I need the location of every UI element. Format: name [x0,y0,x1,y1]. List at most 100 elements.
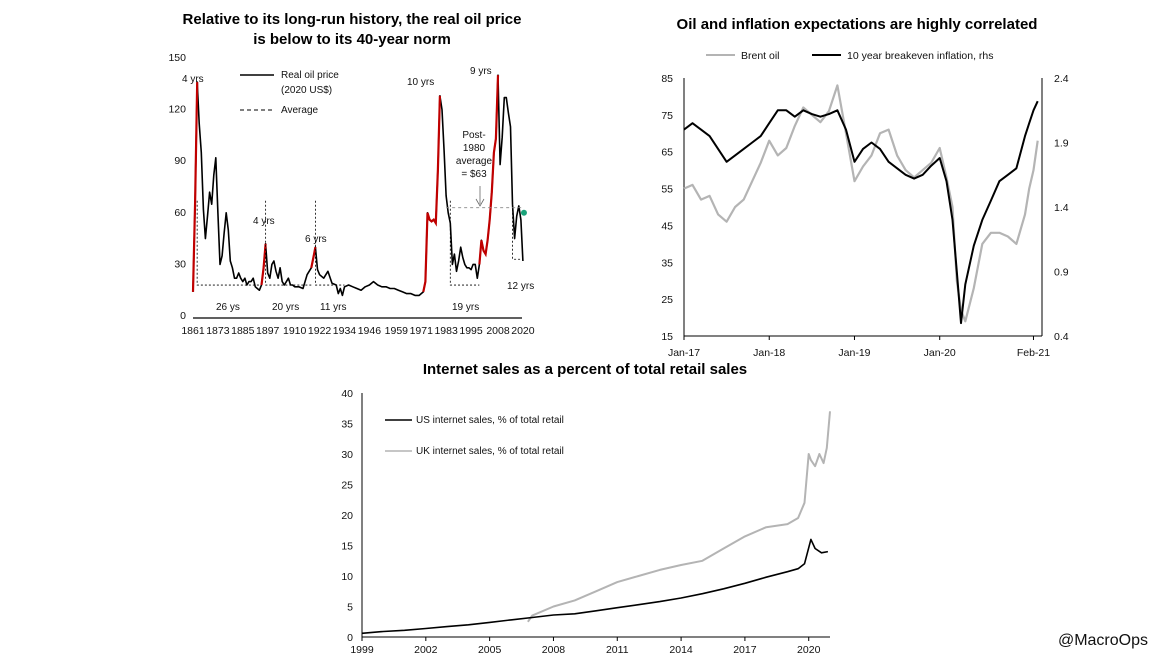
oil-y-tick-label: 30 [174,258,186,270]
oil-x-tick-label: 2020 [511,325,535,337]
oil-surge-segment [260,243,267,286]
oil-chart: Relative to its long-run history, the re… [168,11,534,337]
corr-x-tick-label: Jan-20 [924,347,956,359]
internet-chart: Internet sales as a percent of total ret… [341,361,831,656]
corr-plot-area [683,84,1039,325]
internet-us-line [361,538,829,635]
oil-peak-label-4: 10 yrs [407,77,434,88]
oil-post1980-label-3: average [456,156,493,167]
oil-post1980-label-2: 1980 [463,143,486,154]
internet-y-axis: 0 5 10 15 20 25 30 35 40 [341,388,353,644]
oil-post1980-label-4: = $63 [461,169,487,180]
internet-y-tick-label: 30 [341,449,353,461]
corr-brent-line [683,84,1039,323]
oil-y-tick-label: 150 [168,52,186,64]
oil-y-axis: 0 30 60 90 120 150 [168,52,186,322]
internet-x-tick-label: 2014 [669,644,693,656]
internet-x-tick-label: 1999 [350,644,374,656]
corr-left-tick-label: 65 [661,147,673,159]
oil-x-tick-label: 1885 [231,325,255,337]
oil-title-line1: Relative to its long-run history, the re… [183,11,522,28]
corr-chart: Oil and inflation expectations are highl… [661,16,1068,359]
internet-y-tick-label: 5 [347,602,353,614]
corr-left-tick-label: 85 [661,73,673,85]
internet-y-tick-label: 15 [341,541,353,553]
internet-x-axis: 1999 2002 2005 2008 2011 2014 2017 2020 [350,637,821,656]
oil-x-tick-label: 1922 [308,325,332,337]
oil-trough-bracket [196,200,260,286]
oil-trough-bracket [265,200,312,286]
internet-y-tick-label: 40 [341,388,353,400]
oil-trough-label-2: 20 yrs [272,302,299,313]
oil-x-tick-label: 1946 [358,325,382,337]
oil-peak-label-1: 4 yrs [182,74,204,85]
oil-surge-segment [310,246,317,269]
oil-trough-bracket [512,200,523,260]
corr-left-tick-label: 55 [661,184,673,196]
corr-right-y-axis: 0.4 0.9 1.4 1.9 2.4 [1054,73,1069,343]
internet-title: Internet sales as a percent of total ret… [423,361,747,378]
oil-post1980-label-1: Post- [462,130,485,141]
oil-x-tick-label: 1959 [385,325,409,337]
internet-plot-area [361,411,831,635]
oil-price-line [192,74,524,297]
corr-right-tick-label: 1.4 [1054,202,1069,214]
oil-x-tick-label: 1983 [434,325,458,337]
corr-x-tick-label: Jan-17 [668,347,700,359]
oil-trough-label-3: 11 yrs [320,302,347,313]
oil-y-tick-label: 120 [168,104,186,116]
internet-y-tick-label: 0 [347,632,353,644]
internet-y-tick-label: 25 [341,480,353,492]
corr-left-tick-label: 25 [661,294,673,306]
oil-x-tick-label: 1995 [459,325,483,337]
oil-peak-label-3: 6 yrs [305,234,327,245]
corr-right-tick-label: 1.9 [1054,138,1069,150]
corr-right-tick-label: 2.4 [1054,73,1069,85]
corr-right-tick-label: 0.4 [1054,331,1069,343]
oil-post1980-arrowhead [475,198,485,207]
oil-title-line2: is below to its 40-year norm [253,31,451,48]
oil-surge-segment [191,82,199,292]
corr-left-y-axis: 15 25 35 45 55 65 75 85 [661,73,673,343]
oil-y-tick-label: 60 [174,207,186,219]
oil-trough-label-4: 19 yrs [452,302,479,313]
oil-trough-bracket [315,200,345,286]
oil-trough-label-5: 12 yrs [507,281,534,292]
internet-legend-uk-label: UK internet sales, % of total retail [416,446,564,457]
watermark: @MacroOps [1057,632,1148,649]
corr-left-tick-label: 75 [661,110,673,122]
corr-left-tick-label: 45 [661,220,673,232]
oil-x-tick-label: 1897 [256,325,280,337]
oil-surge-segment [478,75,500,265]
oil-x-tick-label: 1861 [181,325,205,337]
oil-x-tick-label: 2008 [486,325,510,337]
oil-y-tick-label: 90 [174,155,186,167]
oil-x-tick-label: 1934 [333,325,357,337]
corr-x-tick-label: Feb-21 [1017,347,1050,359]
corr-breakeven-line [683,100,1039,325]
corr-right-tick-label: 0.9 [1054,267,1069,279]
internet-x-tick-label: 2017 [733,644,757,656]
corr-x-tick-label: Jan-19 [838,347,870,359]
oil-peak-label-5: 9 yrs [470,66,492,77]
corr-left-tick-label: 15 [661,331,673,343]
internet-x-tick-label: 2002 [414,644,438,656]
oil-plot-area [191,74,527,297]
oil-legend-price-label-2: (2020 US$) [281,85,332,96]
corr-left-tick-label: 35 [661,257,673,269]
oil-legend-average-label: Average [281,105,319,116]
oil-legend-price-label: Real oil price [281,70,339,81]
oil-x-tick-label: 1971 [410,325,434,337]
internet-x-tick-label: 2011 [606,644,629,656]
internet-legend-us-label: US internet sales, % of total retail [416,415,564,426]
corr-legend-breakeven-label: 10 year breakeven inflation, rhs [847,50,994,62]
oil-trough-bracket [449,200,480,286]
oil-x-tick-label: 1910 [283,325,307,337]
corr-title: Oil and inflation expectations are highl… [677,16,1038,33]
oil-x-tick-label: 1873 [206,325,230,337]
oil-peak-label-2: 4 yrs [253,216,275,227]
oil-trough-label-1: 26 ys [216,302,240,313]
internet-y-tick-label: 20 [341,510,353,522]
oil-x-axis: 1861 1873 1885 1897 1910 1922 1934 1946 1959 1971… [181,325,534,337]
